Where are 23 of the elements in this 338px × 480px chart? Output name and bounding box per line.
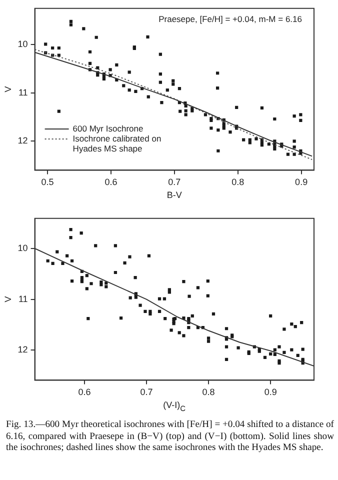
x-axis-title: (V-I)$_{C}$ xyxy=(163,400,186,413)
caption: Fig. 13.—600 Myr theoretical isochrones with [Fe/H] = +0.04 shifted to a distance of 6.16, compared with Praesepe in (B−V) (top) and (V−I) (bottom). Solid lines show the isochrones; dashed lines show the same isochrones with the Hyades MS shape. xyxy=(5,419,335,454)
x-tick-label: 0.7 xyxy=(140,387,153,398)
y-axis-title: V xyxy=(2,86,13,92)
x-tick-label: 0.8 xyxy=(202,387,215,398)
x-tick-label: 0.9 xyxy=(264,387,277,398)
y-tick-label: 11 xyxy=(18,294,28,304)
x-tick-label: 0.6 xyxy=(78,387,91,398)
legend-label: Isochrone calibrated on Hyades MS shape xyxy=(72,133,162,154)
y-axis-title: V xyxy=(2,296,13,302)
x-tick-label: 0.7 xyxy=(168,177,181,188)
x-tick-label: 0.6 xyxy=(104,177,118,188)
y-tick-label: 10 xyxy=(18,39,28,50)
y-tick-label: 12 xyxy=(18,344,28,354)
y-tick-label: 11 xyxy=(18,87,28,98)
x-tick-label: 0.8 xyxy=(232,177,244,188)
annotation: Praesepe, [Fe/H] = +0.04, m-M = 6.16 xyxy=(158,14,302,24)
y-tick-label: 10 xyxy=(18,243,28,254)
y-tick-label: 12 xyxy=(18,136,28,146)
x-tick-label: 0.9 xyxy=(295,177,308,188)
legend-label: 600 Myr Isochrone xyxy=(72,123,144,134)
x-tick-label: 0.5 xyxy=(41,177,54,188)
x-axis-title: B-V xyxy=(166,190,182,200)
